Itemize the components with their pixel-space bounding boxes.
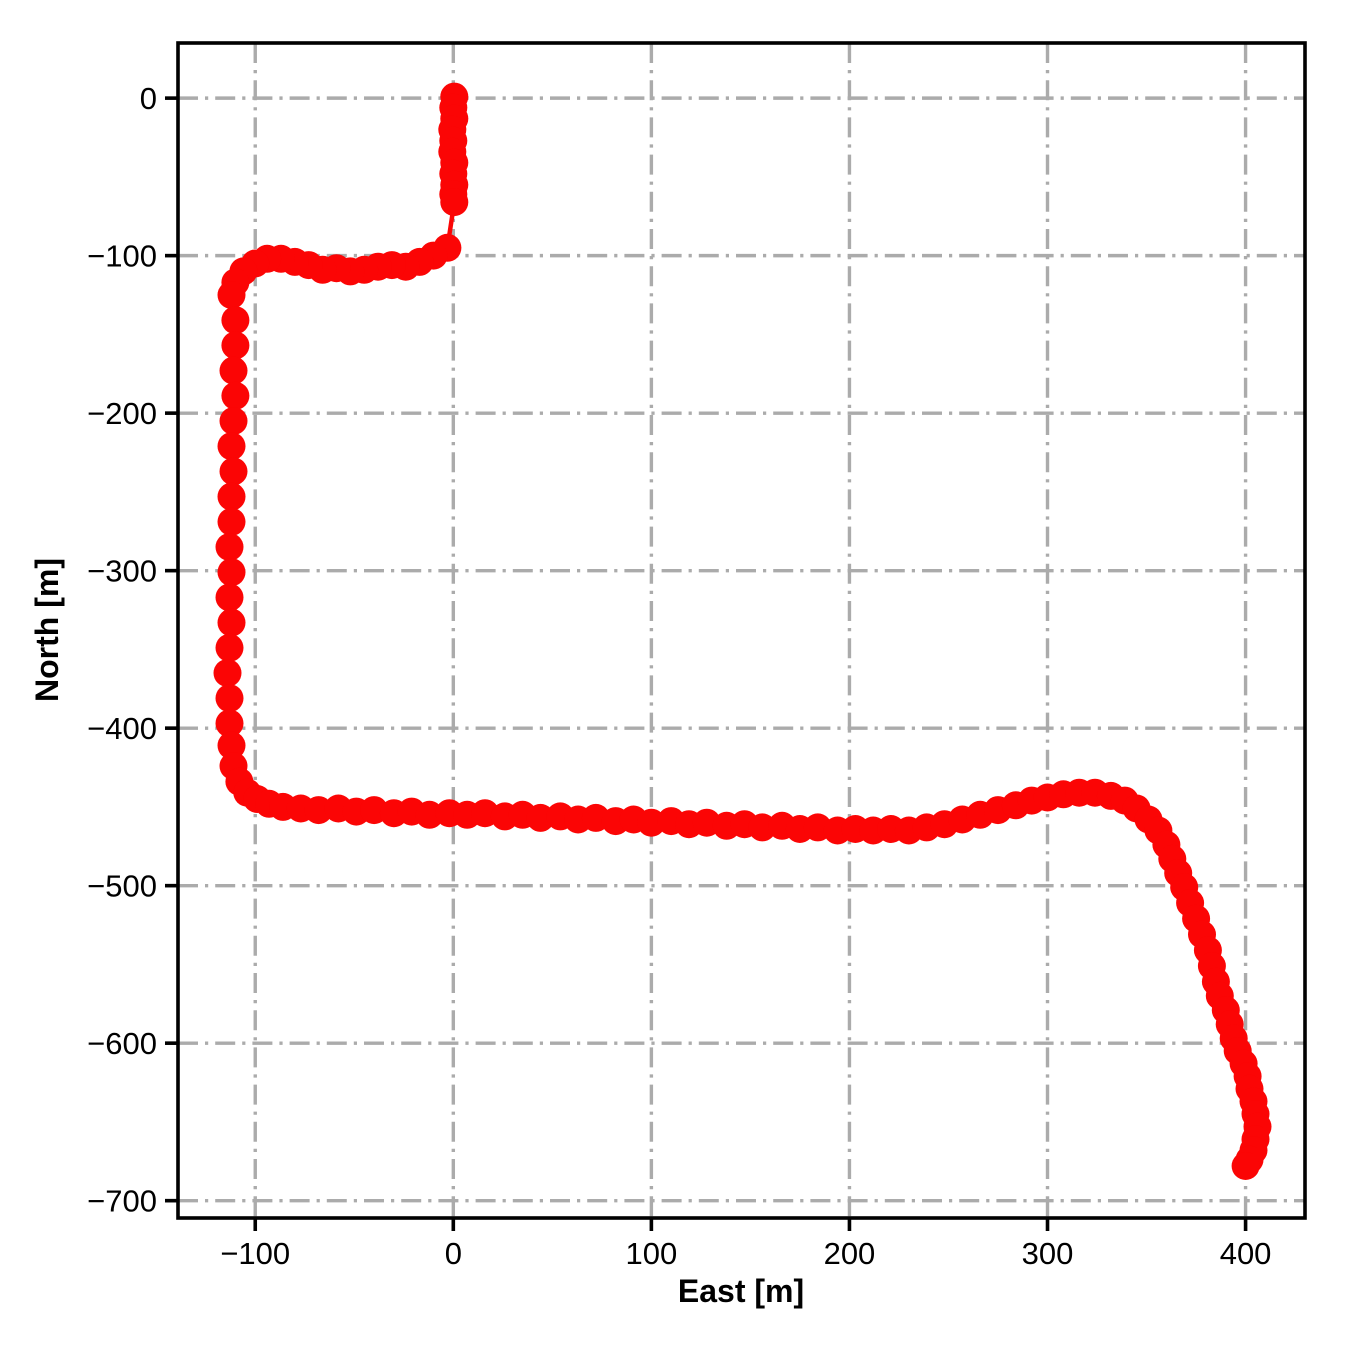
plot-border [176,41,1307,1220]
data-point [217,608,246,637]
data-point [217,507,246,536]
y-tick-label: −400 [87,711,157,746]
grid-lines [178,43,1305,1218]
data-point [1231,1152,1260,1180]
data-point [215,684,244,713]
data-point [219,457,248,486]
data-point [215,633,244,662]
y-tick-labels: 0 −100 −200 −300 −400 −500 −600 −700 [87,81,157,1219]
data-point [217,432,246,461]
data-point [215,533,244,561]
x-axis-label: East [m] [678,1273,804,1309]
x-tick-label: 100 [626,1236,678,1271]
data-point [215,583,244,612]
data-point [219,356,248,385]
x-tick-label: 300 [1022,1236,1074,1271]
x-tick-label: 0 [445,1236,462,1271]
y-tick-label: 0 [140,81,157,116]
x-tick-label: 400 [1220,1236,1272,1271]
data-point [217,281,246,309]
data-point [221,331,250,360]
data-point [217,482,246,511]
y-tick-label: −300 [87,554,157,589]
y-tick-label: −200 [87,396,157,431]
axis-ticks [165,96,1248,1231]
data-point [215,709,244,738]
y-tick-label: −700 [87,1184,157,1219]
y-axis-label: North [m] [29,558,65,702]
trajectory-series [213,82,1272,1180]
data-point [217,731,246,760]
data-point [221,306,250,335]
x-tick-labels: −100 0 100 200 300 400 [220,1236,1271,1271]
data-point [221,381,250,410]
data-point [219,407,248,435]
data-point [213,659,242,687]
x-tick-label: 200 [824,1236,876,1271]
x-tick-label: −100 [220,1236,290,1271]
data-point [217,558,246,587]
y-tick-label: −600 [87,1026,157,1061]
y-tick-label: −100 [87,239,157,274]
y-tick-label: −500 [87,869,157,904]
data-point [440,188,469,217]
